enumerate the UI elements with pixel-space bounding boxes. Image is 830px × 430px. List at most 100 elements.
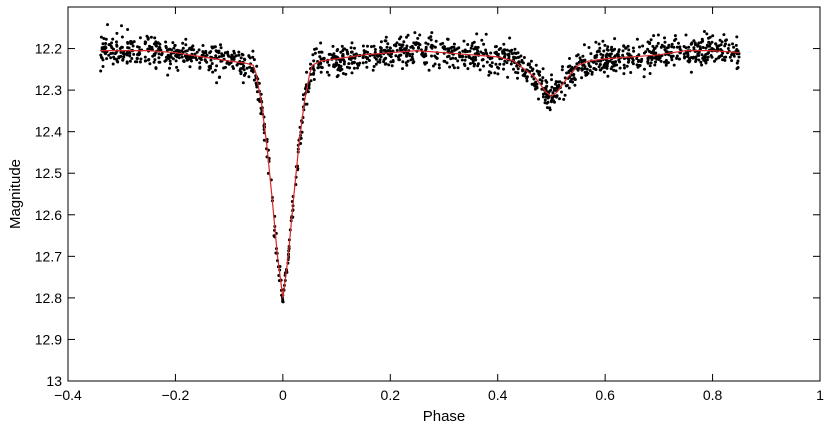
- data-point: [704, 58, 708, 62]
- data-point: [99, 69, 103, 73]
- data-point: [326, 60, 330, 64]
- data-point: [433, 54, 437, 58]
- data-point: [331, 44, 335, 48]
- data-point: [558, 80, 562, 84]
- data-point: [599, 59, 603, 63]
- data-point: [550, 78, 553, 82]
- data-point: [307, 86, 311, 90]
- data-point: [299, 142, 303, 145]
- data-point: [122, 55, 126, 59]
- data-point: [129, 39, 133, 43]
- data-point: [450, 45, 454, 49]
- data-point: [605, 64, 609, 68]
- data-point: [431, 64, 435, 68]
- data-point: [394, 54, 398, 58]
- data-point: [456, 59, 460, 63]
- data-point: [534, 80, 538, 84]
- data-point: [366, 50, 370, 54]
- data-point: [180, 55, 184, 59]
- data-point: [115, 40, 118, 44]
- data-point: [175, 65, 179, 69]
- data-point: [720, 54, 724, 58]
- data-point: [562, 97, 566, 101]
- data-point: [349, 50, 353, 54]
- data-point: [425, 61, 429, 65]
- data-point: [350, 71, 354, 75]
- data-point: [237, 53, 241, 57]
- data-point: [714, 57, 718, 61]
- data-point: [153, 58, 157, 62]
- data-point: [515, 64, 519, 68]
- data-point: [235, 63, 239, 67]
- data-point: [312, 68, 316, 72]
- data-point: [101, 58, 105, 62]
- data-point: [366, 44, 369, 48]
- data-point: [336, 74, 340, 77]
- data-point: [624, 46, 628, 50]
- data-point: [548, 106, 552, 110]
- data-point: [611, 61, 614, 65]
- data-point: [601, 53, 605, 57]
- data-point: [462, 62, 466, 66]
- data-point: [482, 52, 486, 56]
- data-point: [164, 55, 168, 59]
- data-point: [490, 61, 494, 65]
- data-point: [573, 83, 577, 87]
- data-point: [485, 60, 489, 64]
- plot-frame: [67, 6, 821, 382]
- data-point: [131, 44, 135, 48]
- data-point: [101, 65, 105, 68]
- data-point: [555, 84, 559, 88]
- data-point: [357, 63, 361, 67]
- data-point: [173, 44, 177, 47]
- data-point: [406, 33, 410, 37]
- data-point: [663, 40, 667, 44]
- data-point: [692, 39, 696, 43]
- data-point: [573, 77, 577, 81]
- data-point: [424, 47, 428, 51]
- data-point: [245, 66, 249, 70]
- data-point: [697, 58, 701, 62]
- data-point: [165, 48, 169, 52]
- data-point: [543, 98, 547, 102]
- data-point: [496, 72, 500, 76]
- data-point: [651, 44, 655, 48]
- data-point: [215, 64, 219, 68]
- data-point: [535, 69, 539, 73]
- data-point: [690, 41, 694, 45]
- data-point: [168, 59, 172, 63]
- data-point: [101, 42, 105, 46]
- data-point: [670, 58, 674, 62]
- data-point: [510, 52, 514, 56]
- data-point: [319, 70, 323, 74]
- data-point: [653, 63, 657, 67]
- data-point: [119, 50, 123, 54]
- data-point: [649, 38, 653, 42]
- data-point: [240, 52, 244, 56]
- data-point: [726, 47, 730, 50]
- data-point: [156, 41, 160, 45]
- data-point: [200, 53, 204, 57]
- data-point: [709, 54, 713, 57]
- data-point: [174, 59, 178, 63]
- data-point: [255, 64, 259, 68]
- data-point: [224, 65, 227, 69]
- data-point: [626, 44, 630, 48]
- data-point: [259, 112, 263, 116]
- data-point: [152, 60, 156, 64]
- data-point: [682, 52, 686, 56]
- data-point: [386, 42, 390, 46]
- data-point: [451, 56, 455, 60]
- data-point: [647, 49, 651, 53]
- data-point: [496, 65, 499, 69]
- data-point: [344, 72, 348, 76]
- data-point: [489, 71, 493, 75]
- data-point: [598, 68, 602, 72]
- data-point: [188, 65, 192, 69]
- data-point: [352, 61, 356, 65]
- y-axis-ticks: 12.2 12.3 12.4 12.5 12.6 12.7 12.8 12.9 13: [35, 41, 820, 389]
- data-point: [598, 46, 602, 50]
- data-point: [212, 45, 216, 49]
- data-point: [467, 55, 471, 59]
- data-point: [416, 36, 420, 40]
